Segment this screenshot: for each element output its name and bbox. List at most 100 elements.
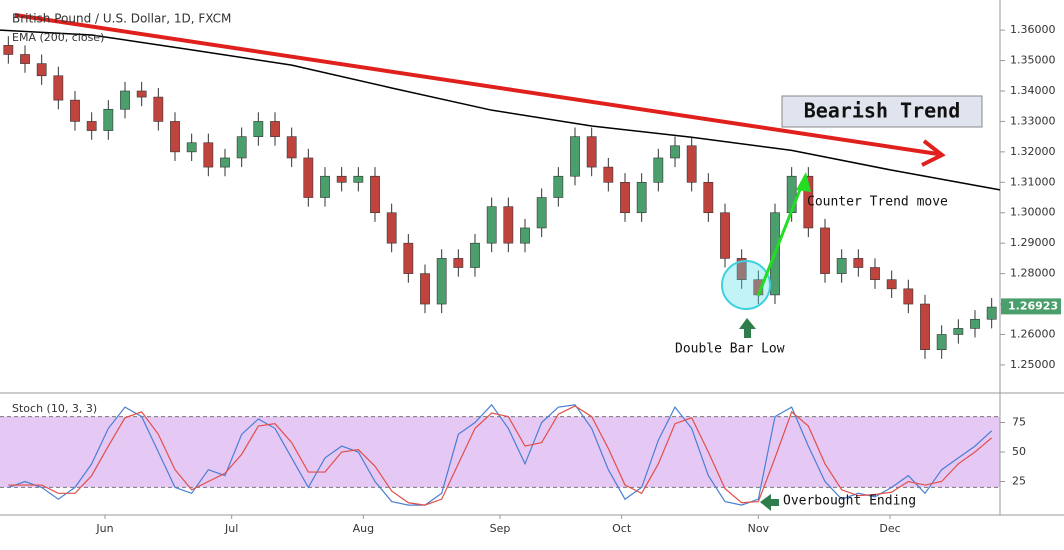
annotation-box <box>781 95 983 128</box>
candle-body <box>586 136 597 168</box>
candle-body <box>903 288 914 305</box>
candle-body <box>536 197 547 229</box>
x-tick-label: Sep <box>490 522 511 535</box>
candle-body <box>420 273 430 305</box>
candle-body <box>170 121 180 153</box>
candle-body <box>136 90 147 98</box>
x-tick-label: Jun <box>95 522 113 535</box>
candle-body <box>270 121 280 137</box>
counter-trend-arrow <box>756 172 811 297</box>
candle-body <box>553 175 564 198</box>
candle-body <box>653 157 664 183</box>
candle-body <box>203 142 214 168</box>
candle-body <box>303 157 314 198</box>
ema-line <box>0 29 1001 191</box>
annotation: Double Bar Low <box>675 342 785 357</box>
y-tick-label: 1.33000 <box>1010 114 1056 127</box>
candle-body <box>953 328 964 335</box>
candle-body <box>936 334 947 350</box>
y-tick-label: 1.34000 <box>1010 84 1056 97</box>
candle-body <box>86 121 97 131</box>
last-price-label: 1.26923 <box>1008 299 1058 312</box>
x-tick-label: Jul <box>224 522 238 535</box>
y-tick-label: 75 <box>1012 416 1026 429</box>
candle-body <box>986 306 997 320</box>
candle-body <box>353 175 364 183</box>
arrow-head <box>796 172 811 192</box>
y-tick-label: 1.36000 <box>1010 23 1056 36</box>
last-price-box <box>1001 298 1061 315</box>
highlight-circle <box>721 260 771 310</box>
stoch-panel <box>0 416 1000 488</box>
stoch-line <box>8 403 993 506</box>
left-arrow <box>760 494 779 511</box>
x-tick-label: Nov <box>748 522 770 535</box>
overbought-band <box>0 416 1000 488</box>
candle-body <box>70 99 80 122</box>
y-tick-label: 1.31000 <box>1010 175 1056 188</box>
candle-body <box>853 258 864 268</box>
trend-arrow-head <box>921 139 946 167</box>
candle-body <box>603 166 614 183</box>
arrow-line <box>756 181 805 297</box>
trend-line <box>14 13 939 156</box>
annotation: Bearish Trend <box>804 99 961 123</box>
trend-arrow <box>14 13 946 167</box>
candle-body <box>570 136 580 177</box>
candle-body <box>36 63 47 77</box>
candle-body <box>886 279 897 290</box>
x-tick-label: Dec <box>879 522 900 535</box>
candle-body <box>336 175 347 183</box>
plot: 1.250001.260001.270001.280001.290001.300… <box>0 23 1061 535</box>
y-tick-label: 1.35000 <box>1010 54 1056 67</box>
candle-body <box>20 54 30 64</box>
stoch-line <box>8 405 993 506</box>
candle-body <box>120 90 130 110</box>
candle-body <box>486 206 497 244</box>
legend-entry: EMA (200, close) <box>12 31 104 44</box>
candle-body <box>703 182 714 214</box>
candle-body <box>736 258 747 280</box>
candle-body <box>503 206 514 244</box>
candle-body <box>253 121 264 137</box>
annotation: Counter Trend move <box>807 195 948 210</box>
candle-body <box>686 145 697 183</box>
candle-body <box>720 212 730 259</box>
candle-body <box>670 145 680 159</box>
candle-body <box>920 303 930 350</box>
candle-body <box>53 75 64 101</box>
y-tick-label: 50 <box>1012 445 1026 458</box>
candle-body <box>970 318 980 329</box>
chart-title: British Pound / U.S. Dollar, 1D, FXCM <box>12 12 231 26</box>
candle-body <box>836 258 847 274</box>
up-arrow <box>739 318 756 338</box>
candle-body <box>320 175 330 198</box>
candle-body <box>3 45 14 55</box>
y-tick-label: 1.29000 <box>1010 236 1056 249</box>
candle-body <box>820 227 830 274</box>
candle-body <box>103 108 114 131</box>
y-tick-label: 1.25000 <box>1010 358 1056 371</box>
candle-body <box>186 142 197 153</box>
candle-body <box>470 242 480 268</box>
y-tick-label: 1.32000 <box>1010 145 1056 158</box>
y-tick-label: 1.30000 <box>1010 206 1056 219</box>
candle-body <box>153 96 164 122</box>
candle-body <box>803 175 814 229</box>
candle-body <box>870 267 880 280</box>
y-tick-label: 25 <box>1012 475 1026 488</box>
candle-body <box>403 242 414 274</box>
panel-title: Stoch (10, 3, 3) <box>12 402 97 415</box>
candle-body <box>286 136 297 159</box>
candle-body <box>370 175 380 214</box>
y-tick-label: 1.26000 <box>1010 327 1056 340</box>
annotation: Overbought Ending <box>783 494 916 509</box>
x-tick-label: Aug <box>353 522 374 535</box>
candle-body <box>436 258 447 305</box>
candle-body <box>386 212 397 244</box>
candle-body <box>520 227 530 244</box>
y-tick-label: 1.28000 <box>1010 267 1056 280</box>
candle-body <box>620 182 630 214</box>
candle-body <box>453 258 464 268</box>
